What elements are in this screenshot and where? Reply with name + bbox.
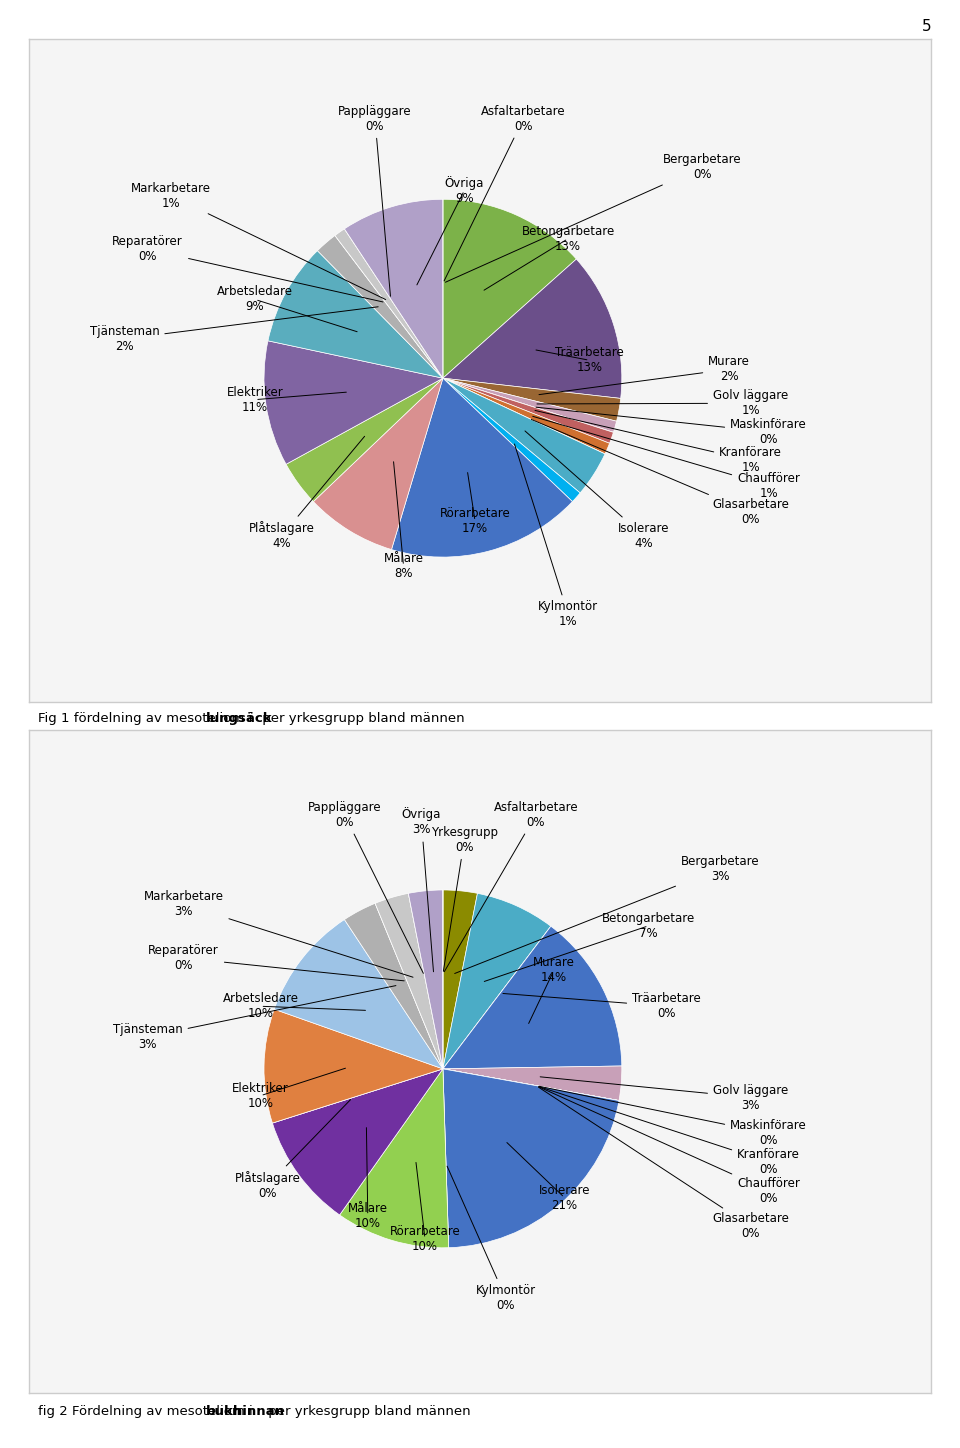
Text: Maskinförare
0%: Maskinförare 0% xyxy=(539,1086,807,1147)
Wedge shape xyxy=(443,378,605,453)
Text: 5: 5 xyxy=(922,19,931,33)
Text: Golv läggare
3%: Golv läggare 3% xyxy=(540,1077,788,1112)
Text: Golv läggare
1%: Golv läggare 1% xyxy=(537,390,788,417)
Wedge shape xyxy=(443,200,576,378)
Wedge shape xyxy=(408,891,443,1069)
Text: Träarbetare
0%: Träarbetare 0% xyxy=(503,992,701,1021)
Wedge shape xyxy=(443,893,551,1069)
Text: Asfaltarbetare
0%: Asfaltarbetare 0% xyxy=(444,104,565,281)
Text: Träarbetare
13%: Träarbetare 13% xyxy=(555,346,624,374)
Text: Markarbetare
1%: Markarbetare 1% xyxy=(131,181,386,300)
Wedge shape xyxy=(443,1069,619,1100)
Text: Målare
10%: Målare 10% xyxy=(348,1202,388,1229)
Text: per yrkesgrupp bland männen: per yrkesgrupp bland männen xyxy=(264,1405,470,1418)
Wedge shape xyxy=(443,1066,622,1100)
Wedge shape xyxy=(340,1069,448,1248)
Wedge shape xyxy=(443,378,605,492)
Wedge shape xyxy=(443,927,622,1069)
Text: fig 2 Fördelning av mesoteliom i: fig 2 Fördelning av mesoteliom i xyxy=(38,1405,257,1418)
Text: Kranförare
0%: Kranförare 0% xyxy=(539,1086,800,1176)
Text: Elektriker
11%: Elektriker 11% xyxy=(227,385,283,414)
Wedge shape xyxy=(443,1069,619,1100)
Text: Tjänsteman
3%: Tjänsteman 3% xyxy=(113,986,396,1051)
Text: Glasarbetare
0%: Glasarbetare 0% xyxy=(532,420,789,527)
Text: Markarbetare
3%: Markarbetare 3% xyxy=(143,891,413,977)
Text: Yrkesgrupp
0%: Yrkesgrupp 0% xyxy=(431,825,498,972)
Wedge shape xyxy=(275,919,443,1069)
Text: Bergarbetare
3%: Bergarbetare 3% xyxy=(455,854,759,973)
Wedge shape xyxy=(443,378,613,433)
Wedge shape xyxy=(443,891,477,1069)
Wedge shape xyxy=(273,1069,443,1124)
Text: Maskinförare
0%: Maskinförare 0% xyxy=(536,407,807,446)
Text: Arbetsledare
10%: Arbetsledare 10% xyxy=(223,992,299,1021)
Text: Målare
8%: Målare 8% xyxy=(384,552,423,581)
Text: Rörarbetare
10%: Rörarbetare 10% xyxy=(390,1225,461,1253)
Wedge shape xyxy=(443,1069,619,1248)
Text: Pappläggare
0%: Pappläggare 0% xyxy=(338,104,412,297)
Text: Kylmontör
0%: Kylmontör 0% xyxy=(447,1166,536,1312)
Wedge shape xyxy=(375,893,443,1069)
Wedge shape xyxy=(443,927,551,1069)
Wedge shape xyxy=(443,259,622,398)
Wedge shape xyxy=(443,1069,619,1100)
Text: Plåtslagare
4%: Plåtslagare 4% xyxy=(249,436,365,550)
Text: Reparatörer
0%: Reparatörer 0% xyxy=(112,236,383,303)
Text: Asfaltarbetare
0%: Asfaltarbetare 0% xyxy=(444,801,578,972)
Text: Rörarbetare
17%: Rörarbetare 17% xyxy=(440,507,511,536)
Text: Övriga
3%: Övriga 3% xyxy=(401,808,442,972)
Text: Bergarbetare
0%: Bergarbetare 0% xyxy=(445,153,742,282)
Text: per yrkesgrupp bland männen: per yrkesgrupp bland männen xyxy=(257,712,465,725)
Wedge shape xyxy=(286,378,443,501)
Wedge shape xyxy=(443,378,613,443)
Text: Pappläggare
0%: Pappläggare 0% xyxy=(308,801,423,973)
Text: Isolerare
4%: Isolerare 4% xyxy=(525,432,669,550)
Wedge shape xyxy=(443,1069,448,1248)
Wedge shape xyxy=(264,340,443,465)
Text: Arbetsledare
9%: Arbetsledare 9% xyxy=(217,285,293,313)
Wedge shape xyxy=(318,236,443,378)
Wedge shape xyxy=(313,378,443,550)
Text: Tjänsteman
2%: Tjänsteman 2% xyxy=(89,307,378,353)
Wedge shape xyxy=(273,1069,443,1215)
Wedge shape xyxy=(443,378,616,433)
Text: Isolerare
21%: Isolerare 21% xyxy=(539,1183,590,1212)
Text: Murare
14%: Murare 14% xyxy=(533,957,575,985)
Wedge shape xyxy=(443,378,580,501)
Text: Murare
2%: Murare 2% xyxy=(539,355,750,395)
Text: Plåtslagare
0%: Plåtslagare 0% xyxy=(234,1099,350,1199)
Wedge shape xyxy=(392,378,572,557)
Text: Övriga
9%: Övriga 9% xyxy=(444,175,484,204)
Wedge shape xyxy=(264,1009,443,1124)
Text: Chaufförer
1%: Chaufförer 1% xyxy=(533,417,800,500)
Text: lungsäck: lungsäck xyxy=(206,712,273,725)
Wedge shape xyxy=(408,893,443,1069)
Wedge shape xyxy=(345,229,443,378)
Text: Elektriker
10%: Elektriker 10% xyxy=(232,1082,289,1109)
Text: Betongarbetare
13%: Betongarbetare 13% xyxy=(521,224,614,252)
Text: bukhinnan: bukhinnan xyxy=(206,1405,285,1418)
Text: Kylmontör
1%: Kylmontör 1% xyxy=(515,445,598,628)
Wedge shape xyxy=(345,904,443,1069)
Text: Betongarbetare
7%: Betongarbetare 7% xyxy=(602,912,695,940)
Text: Glasarbetare
0%: Glasarbetare 0% xyxy=(539,1087,789,1241)
Wedge shape xyxy=(443,1069,619,1100)
Text: Reparatörer
0%: Reparatörer 0% xyxy=(148,944,404,980)
Wedge shape xyxy=(335,229,443,378)
Wedge shape xyxy=(375,904,443,1069)
Wedge shape xyxy=(443,378,610,453)
Wedge shape xyxy=(443,378,621,421)
Text: Chaufförer
0%: Chaufförer 0% xyxy=(539,1087,800,1205)
Wedge shape xyxy=(345,200,443,378)
Text: Fig 1 fördelning av mesoteliom i: Fig 1 fördelning av mesoteliom i xyxy=(38,712,257,725)
Wedge shape xyxy=(335,236,443,378)
Wedge shape xyxy=(268,251,443,378)
Text: Kranförare
1%: Kranförare 1% xyxy=(535,410,782,475)
